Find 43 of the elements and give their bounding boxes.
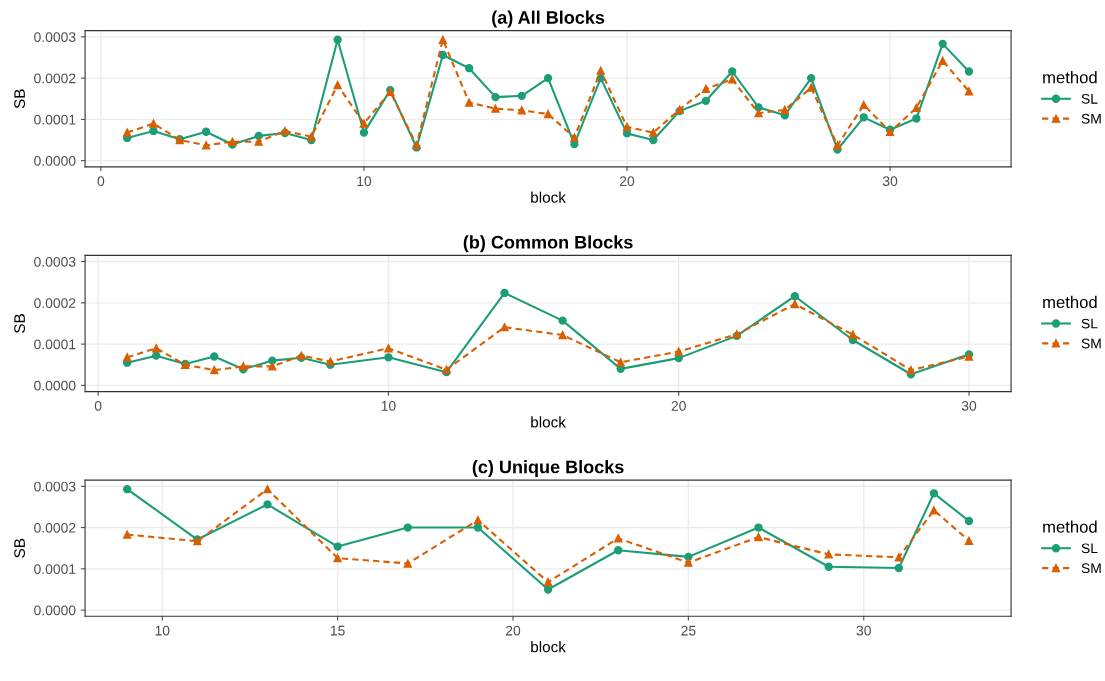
x-tick-label: 30	[856, 625, 871, 636]
y-tick-label: 0.0000	[34, 380, 76, 391]
y-tick-label: 0.0003	[34, 256, 76, 267]
legend-title: method	[1043, 71, 1097, 84]
y-tick-label: 0.0003	[34, 481, 76, 492]
chart-title: (a) All Blocks	[492, 10, 605, 28]
x-tick-label: 30	[882, 176, 898, 187]
x-tick-label: 10	[155, 625, 170, 636]
x-tick-label: 20	[505, 625, 521, 636]
x-axis-title: block	[531, 641, 566, 653]
x-tick-label: 10	[381, 400, 396, 411]
legend-label: SL	[1081, 318, 1098, 329]
x-tick-label: 10	[357, 176, 372, 187]
legend-label: SM	[1081, 563, 1101, 574]
chart-title: (b) Common Blocks	[463, 235, 633, 253]
y-tick-label: 0.0001	[34, 339, 76, 350]
y-axis-title: SB	[14, 89, 26, 109]
x-tick-label: 15	[330, 625, 345, 636]
x-axis-title: block	[531, 416, 566, 428]
legend-label: SL	[1081, 543, 1098, 554]
x-tick-label: 20	[619, 176, 635, 187]
legend-title: method	[1043, 520, 1097, 533]
y-tick-label: 0.0002	[34, 522, 76, 533]
x-tick-label: 30	[961, 400, 977, 411]
y-tick-label: 0.0000	[34, 605, 76, 616]
x-tick-label: 0	[94, 400, 102, 411]
y-tick-label: 0.0001	[34, 564, 76, 575]
y-tick-label: 0.0002	[34, 298, 76, 309]
legend-label: SL	[1081, 93, 1098, 104]
x-tick-label: 25	[681, 625, 696, 636]
legend-label: SM	[1081, 338, 1101, 349]
y-tick-label: 0.0001	[34, 114, 76, 125]
x-tick-label: 0	[97, 176, 105, 187]
legend-title: method	[1043, 295, 1097, 309]
y-tick-label: 0.0002	[34, 73, 76, 84]
y-tick-label: 0.0003	[34, 32, 76, 43]
y-axis-title: SB	[14, 538, 26, 558]
legend-label: SM	[1081, 113, 1101, 124]
y-axis-title: SB	[14, 314, 26, 333]
y-tick-label: 0.0000	[34, 155, 76, 166]
x-axis-title: block	[531, 191, 566, 203]
chart-title: (c) Unique Blocks	[472, 460, 624, 477]
x-tick-label: 20	[671, 400, 686, 411]
